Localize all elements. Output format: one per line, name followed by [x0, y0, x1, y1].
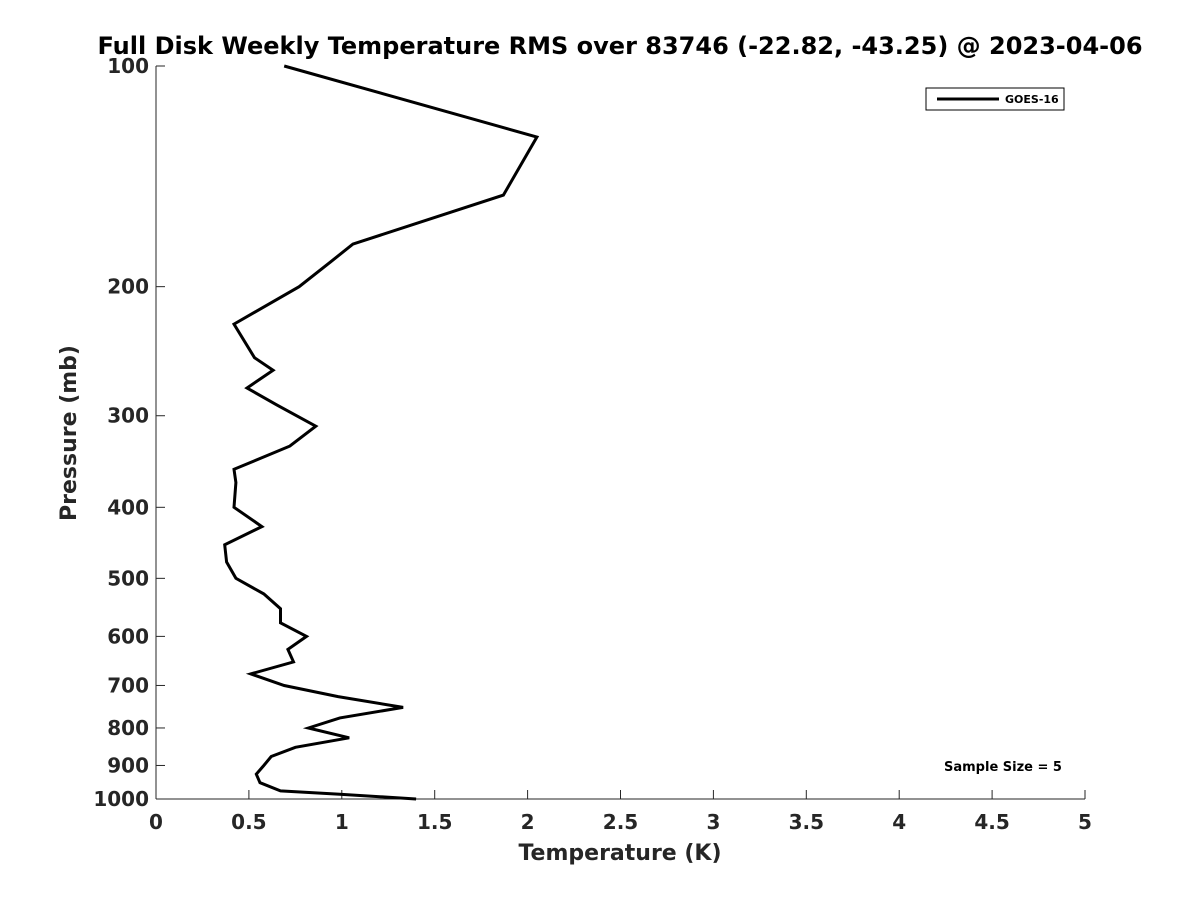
chart-title: Full Disk Weekly Temperature RMS over 83…	[97, 32, 1142, 60]
y-tick-label: 500	[107, 566, 149, 590]
x-tick-label: 1	[335, 810, 349, 834]
y-tick-label: 200	[107, 275, 149, 299]
y-tick-label: 700	[107, 673, 149, 697]
x-tick-label: 3	[706, 810, 720, 834]
y-tick-label: 1000	[93, 787, 149, 811]
legend-label-goes-16: GOES-16	[1005, 93, 1059, 106]
y-tick-label: 300	[107, 404, 149, 428]
x-axis-ticks: 0 0.5 1 1.5 2 2.5 3 3.5 4 4.5 5	[149, 790, 1092, 834]
sample-size-annotation: Sample Size = 5	[944, 760, 1062, 775]
series-layer	[223, 64, 540, 801]
x-tick-label: 0	[149, 810, 163, 834]
y-axis-label: Pressure (mb)	[57, 345, 82, 521]
y-tick-label: 400	[107, 495, 149, 519]
x-tick-label: 3.5	[789, 810, 824, 834]
y-tick-label: 800	[107, 716, 149, 740]
legend: GOES-16	[925, 87, 1065, 111]
x-tick-label: 5	[1078, 810, 1092, 834]
y-axis-ticks: 100 200 300 400 500 600 700 800 900 1000	[93, 54, 165, 811]
x-tick-label: 4	[892, 810, 906, 834]
x-tick-label: 2.5	[603, 810, 638, 834]
x-tick-label: 2	[521, 810, 535, 834]
x-tick-label: 1.5	[417, 810, 452, 834]
x-tick-label: 4.5	[974, 810, 1009, 834]
series-line-goes-16	[223, 64, 540, 801]
y-tick-label: 100	[107, 54, 149, 78]
y-tick-label: 600	[107, 624, 149, 648]
x-axis-label: Temperature (K)	[518, 841, 721, 866]
y-tick-label: 900	[107, 753, 149, 777]
x-tick-label: 0.5	[231, 810, 266, 834]
